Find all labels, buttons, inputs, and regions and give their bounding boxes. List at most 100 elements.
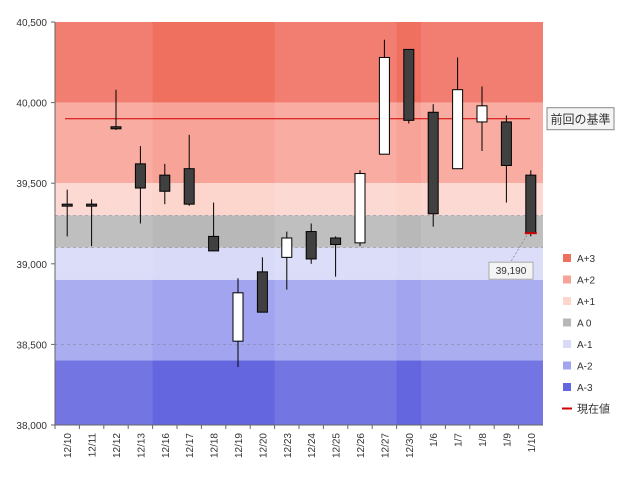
legend-label: A-2: [577, 362, 593, 373]
legend: A+3 A+2 A+1 A 0 A-1 A-2 A-3 現在値: [562, 254, 610, 416]
callout-group: 39,190: [488, 234, 534, 280]
band-Aminus2: [55, 279, 543, 361]
reference-label-box: [546, 107, 615, 131]
candle-body-down: [61, 203, 73, 207]
candle-body-down: [256, 271, 268, 313]
candle: [525, 170, 537, 237]
legend-swatch: [563, 297, 571, 305]
candle-body-up: [476, 105, 488, 123]
candle: [183, 134, 195, 206]
candle-body-down: [110, 126, 122, 130]
candle-body-down: [500, 121, 512, 166]
legend-label: A+2: [577, 276, 596, 287]
candle-body-down: [427, 111, 439, 215]
x-tick-label: 12/23: [283, 433, 294, 458]
candle: [208, 202, 220, 252]
candle-body-up: [232, 292, 244, 342]
y-tick-label: 40,000: [16, 99, 47, 110]
legend-label: A 0: [577, 319, 592, 330]
x-tick-label: 12/18: [210, 433, 221, 458]
y-tick-label: 39,000: [16, 260, 47, 271]
reference-label: 前回の基準: [550, 112, 610, 127]
candle: [403, 48, 415, 124]
candle: [134, 146, 146, 224]
candle-body-down: [525, 174, 537, 234]
callout-connector: [509, 234, 528, 264]
candle: [500, 115, 512, 203]
legend-swatch: [563, 361, 571, 370]
x-tick-label: 1/8: [478, 433, 489, 447]
candle: [110, 89, 122, 131]
x-tick-label: 1/7: [454, 433, 465, 447]
x-tick-label: 12/19: [234, 433, 245, 458]
band-Aminus1: [55, 247, 543, 280]
x-tick-label: 12/12: [112, 433, 123, 458]
candle: [256, 257, 268, 313]
x-tick-label: 12/17: [185, 433, 196, 458]
y-tick-label: 38,500: [16, 340, 47, 351]
candle: [452, 57, 464, 170]
x-tick-label: 12/20: [258, 433, 269, 458]
callout-label: 39,190: [496, 266, 527, 277]
legend-label: A-3: [577, 383, 593, 394]
candle-body-down: [183, 168, 195, 205]
x-tick-label: 1/10: [527, 433, 538, 453]
candle-body-down: [305, 231, 317, 260]
candle-body-down: [208, 235, 220, 252]
legend-swatch: [563, 318, 571, 327]
x-tick-label: 12/26: [356, 433, 367, 458]
candle-body-down: [86, 203, 98, 207]
column-stripe: [274, 22, 397, 425]
legend-swatch: [563, 254, 571, 262]
callout-box: [488, 261, 534, 280]
legend-swatch: [563, 340, 571, 348]
candle: [378, 39, 390, 155]
candle-body-down: [159, 174, 171, 192]
candle: [232, 278, 244, 367]
column-stripe: [55, 22, 153, 425]
candle: [427, 104, 439, 227]
candle: [305, 223, 317, 264]
candle-body-down: [330, 237, 342, 245]
band-Aplus1: [55, 183, 543, 216]
x-tick-label: 12/11: [88, 433, 99, 458]
x-tick-label: 12/13: [136, 433, 147, 458]
candle: [61, 189, 73, 237]
band-Aminus3: [55, 360, 543, 425]
legend-current-value-label: 現在値: [577, 403, 610, 416]
candle-body-down: [134, 163, 146, 189]
legend-label: A-1: [577, 340, 593, 351]
band-A0: [55, 215, 543, 248]
candle: [476, 86, 488, 151]
column-stripes: [55, 22, 543, 425]
x-tick-label: 12/24: [307, 433, 318, 458]
band-Aplus3: [55, 22, 543, 103]
candle: [354, 170, 366, 247]
candle: [330, 236, 342, 277]
candle: [159, 163, 171, 205]
x-tick-label: 12/25: [332, 433, 343, 458]
x-tick-label: 12/16: [161, 433, 172, 458]
candle-body-up: [354, 173, 366, 244]
y-tick-label: 38,000: [16, 421, 47, 432]
candle-body-up: [452, 89, 464, 170]
legend-label: A+1: [577, 297, 596, 308]
legend-label: A+3: [577, 254, 596, 265]
legend-swatch: [563, 275, 571, 284]
legend-swatch: [563, 383, 571, 391]
x-tick-label: 12/30: [405, 433, 416, 458]
x-tick-label: 1/9: [502, 433, 513, 447]
candle-body-down: [403, 48, 415, 121]
candle: [86, 199, 98, 247]
x-axis: 12/10 12/11 12/12 12/13 12/16 12/17 12/18 12/19…: [54, 425, 538, 458]
candles: [61, 39, 537, 367]
x-tick-label: 1/6: [429, 433, 440, 447]
column-stripe: [421, 22, 543, 425]
candle-body-up: [281, 237, 293, 258]
candle: [281, 231, 293, 290]
x-tick-label: 12/10: [63, 433, 74, 458]
x-tick-label: 12/27: [380, 433, 391, 458]
y-tick-label: 40,500: [16, 18, 47, 29]
candle-body-up: [378, 56, 390, 155]
